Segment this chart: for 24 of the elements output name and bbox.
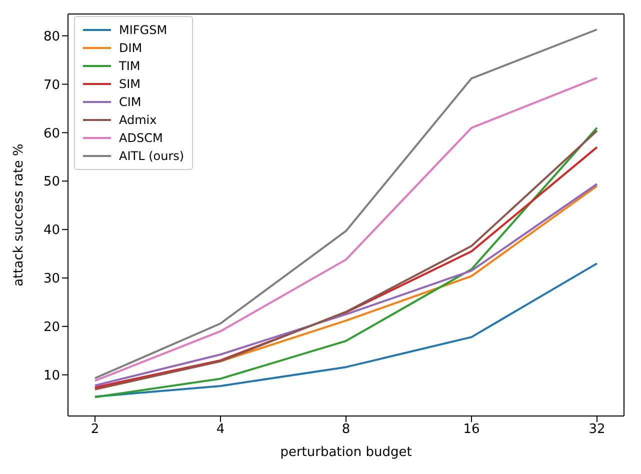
legend-label: CIM [119, 95, 142, 109]
x-tick-label: 8 [342, 422, 350, 438]
y-tick-label: 10 [43, 368, 60, 384]
y-tick-label: 70 [43, 78, 60, 93]
x-tick-label: 16 [463, 422, 480, 438]
x-tick-label: 2 [90, 422, 100, 438]
legend-label: AITL (ours) [119, 149, 184, 163]
y-tick-label: 50 [43, 174, 60, 190]
y-tick-label: 30 [43, 272, 60, 287]
y-tick-label: 20 [43, 320, 60, 336]
legend-label: Admix [119, 113, 157, 127]
legend-label: SIM [119, 77, 141, 91]
y-tick-label: 80 [43, 29, 60, 44]
legend-label: TIM [119, 59, 140, 73]
legend-label: MIFGSM [119, 23, 168, 37]
legend-label: ADSCM [119, 131, 163, 145]
y-tick-label: 40 [43, 223, 60, 238]
line-series [94, 262, 598, 398]
y-tick-label: 60 [43, 126, 60, 142]
x-axis-title: perturbation budget [280, 445, 412, 460]
x-tick-label: 4 [216, 422, 225, 438]
legend-label: DIM [119, 41, 142, 55]
y-axis-title: attack success rate % [12, 144, 27, 286]
x-tick-label: 32 [588, 422, 606, 438]
